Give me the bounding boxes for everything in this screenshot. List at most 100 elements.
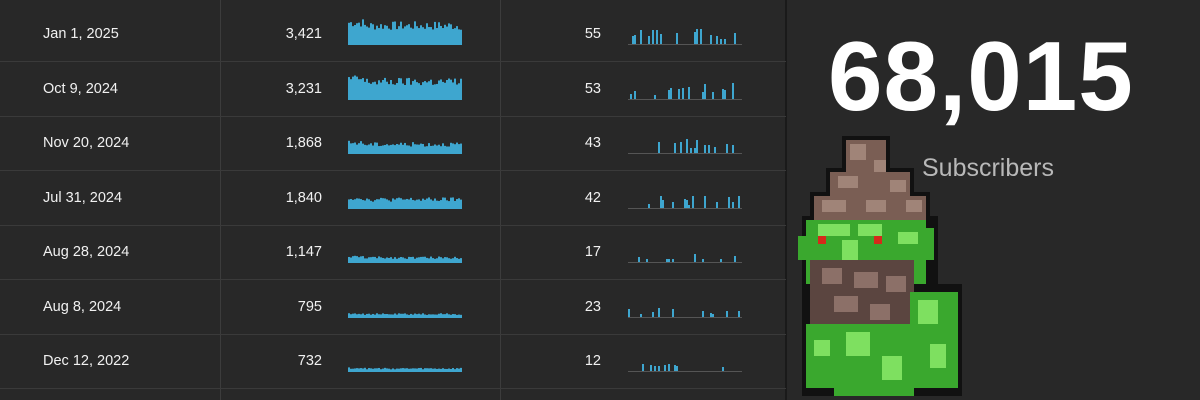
subs-spike-bar bbox=[716, 36, 718, 44]
views-spark-bar bbox=[454, 256, 456, 263]
subs-spike-bar bbox=[676, 33, 678, 44]
subscriber-count: 68,015 bbox=[828, 21, 1134, 131]
views-spark-bar bbox=[392, 313, 394, 318]
views-sparkline bbox=[348, 19, 462, 45]
views-spark-bar bbox=[450, 79, 452, 100]
views-spark-bar bbox=[428, 368, 430, 372]
views-spark-bar bbox=[348, 22, 350, 45]
table-row[interactable]: Jan 1, 2025 3,421 55 bbox=[0, 7, 786, 62]
views-spark-bar bbox=[430, 313, 432, 318]
views-spark-bar bbox=[370, 368, 372, 372]
views-spark-bar bbox=[372, 24, 374, 45]
subs-spike-bar bbox=[658, 366, 660, 371]
views-spark-bar bbox=[404, 368, 406, 372]
views-spark-bar bbox=[416, 199, 418, 209]
views-spark-bar bbox=[452, 196, 454, 209]
subs-spike-bar bbox=[728, 202, 730, 208]
views-spark-bar bbox=[430, 198, 432, 209]
sparkline-baseline bbox=[628, 44, 742, 45]
views-spark-bar bbox=[402, 83, 404, 100]
table-row[interactable]: Dec 12, 2022 732 12 bbox=[0, 334, 786, 389]
views-spark-bar bbox=[384, 367, 386, 372]
views-spark-bar bbox=[458, 29, 460, 45]
views-spark-bar bbox=[398, 197, 400, 209]
views-spark-bar bbox=[432, 258, 434, 263]
views-spark-bar bbox=[404, 258, 406, 263]
table-row[interactable]: Jul 31, 2024 1,840 42 bbox=[0, 171, 786, 226]
table-row[interactable]: Nov 20, 2024 1,868 43 bbox=[0, 116, 786, 171]
views-spark-bar bbox=[442, 143, 444, 154]
views-spark-bar bbox=[456, 198, 458, 209]
subs-spike-bar bbox=[654, 94, 656, 99]
views-spark-bar bbox=[448, 313, 450, 318]
views-value: 795 bbox=[297, 298, 322, 315]
views-spark-bar bbox=[452, 258, 454, 263]
views-sparkline bbox=[348, 75, 462, 100]
views-spark-bar bbox=[374, 256, 376, 263]
views-spark-bar bbox=[428, 80, 430, 100]
views-spark-bar bbox=[360, 198, 362, 209]
views-spark-bar bbox=[400, 313, 402, 318]
views-spark-bar bbox=[422, 198, 424, 209]
views-spark-bar bbox=[368, 82, 370, 100]
views-spark-bar bbox=[354, 368, 356, 372]
views-spark-bar bbox=[396, 258, 398, 263]
views-spark-bar bbox=[370, 314, 372, 318]
views-spark-bar bbox=[388, 199, 390, 209]
views-spark-bar bbox=[416, 313, 418, 318]
subscriber-panel: 68,015 Subscribers bbox=[788, 0, 1200, 400]
subscribers-sparkline bbox=[628, 307, 742, 318]
views-spark-bar bbox=[456, 314, 458, 318]
views-spark-bar bbox=[442, 313, 444, 318]
views-spark-bar bbox=[446, 368, 448, 372]
views-spark-bar bbox=[434, 314, 436, 318]
subs-spike-bar bbox=[738, 310, 740, 317]
subs-spike-bar bbox=[650, 365, 652, 371]
views-spark-bar bbox=[414, 21, 416, 45]
views-spark-bar bbox=[384, 313, 386, 318]
subs-spike-bar bbox=[712, 91, 714, 99]
views-spark-bar bbox=[418, 28, 420, 45]
views-spark-bar bbox=[368, 368, 370, 372]
views-spark-bar bbox=[388, 83, 390, 100]
views-spark-bar bbox=[374, 142, 376, 154]
subs-spike-bar bbox=[690, 148, 692, 153]
views-spark-bar bbox=[406, 258, 408, 263]
views-spark-bar bbox=[396, 197, 398, 209]
subscribers-sparkline bbox=[628, 364, 742, 372]
subs-spike-bar bbox=[652, 311, 654, 317]
subs-spike-bar bbox=[648, 36, 650, 44]
views-spark-bar bbox=[418, 257, 420, 263]
views-spark-bar bbox=[362, 19, 364, 45]
views-spark-bar bbox=[398, 77, 400, 100]
views-spark-bar bbox=[370, 23, 372, 45]
table-row[interactable]: Aug 28, 2024 1,147 17 bbox=[0, 225, 786, 280]
views-spark-bar bbox=[352, 199, 354, 209]
subs-spike-bar bbox=[668, 364, 670, 371]
views-spark-bar bbox=[412, 314, 414, 318]
views-spark-bar bbox=[388, 28, 390, 45]
subs-spike-bar bbox=[672, 259, 674, 262]
views-spark-bar bbox=[458, 314, 460, 318]
table-row[interactable]: Oct 9, 2024 3,231 53 bbox=[0, 62, 786, 117]
views-value: 1,147 bbox=[285, 244, 322, 260]
table-row[interactable]: Aug 8, 2024 795 23 bbox=[0, 280, 786, 335]
views-spark-bar bbox=[376, 198, 378, 209]
subscribers-value: 42 bbox=[584, 189, 601, 206]
sparkline-baseline bbox=[628, 371, 742, 372]
views-spark-bar bbox=[364, 367, 366, 372]
subs-spike-bar bbox=[722, 88, 724, 99]
views-spark-bar bbox=[412, 28, 414, 45]
views-spark-bar bbox=[396, 314, 398, 318]
views-spark-bar bbox=[368, 198, 370, 209]
views-spark-bar bbox=[394, 257, 396, 263]
views-spark-bar bbox=[378, 28, 380, 45]
views-spark-bar bbox=[380, 145, 382, 154]
views-spark-bar bbox=[396, 82, 398, 100]
views-spark-bar bbox=[354, 75, 356, 100]
views-spark-bar bbox=[384, 25, 386, 45]
green-orc-mascot-icon bbox=[798, 136, 962, 396]
views-spark-bar bbox=[416, 368, 418, 372]
video-stats-table: Jan 1, 2025 3,421 55 Oct 9, 2024 3,231 53 Nov … bbox=[0, 0, 787, 400]
sparkline-baseline bbox=[628, 153, 742, 154]
